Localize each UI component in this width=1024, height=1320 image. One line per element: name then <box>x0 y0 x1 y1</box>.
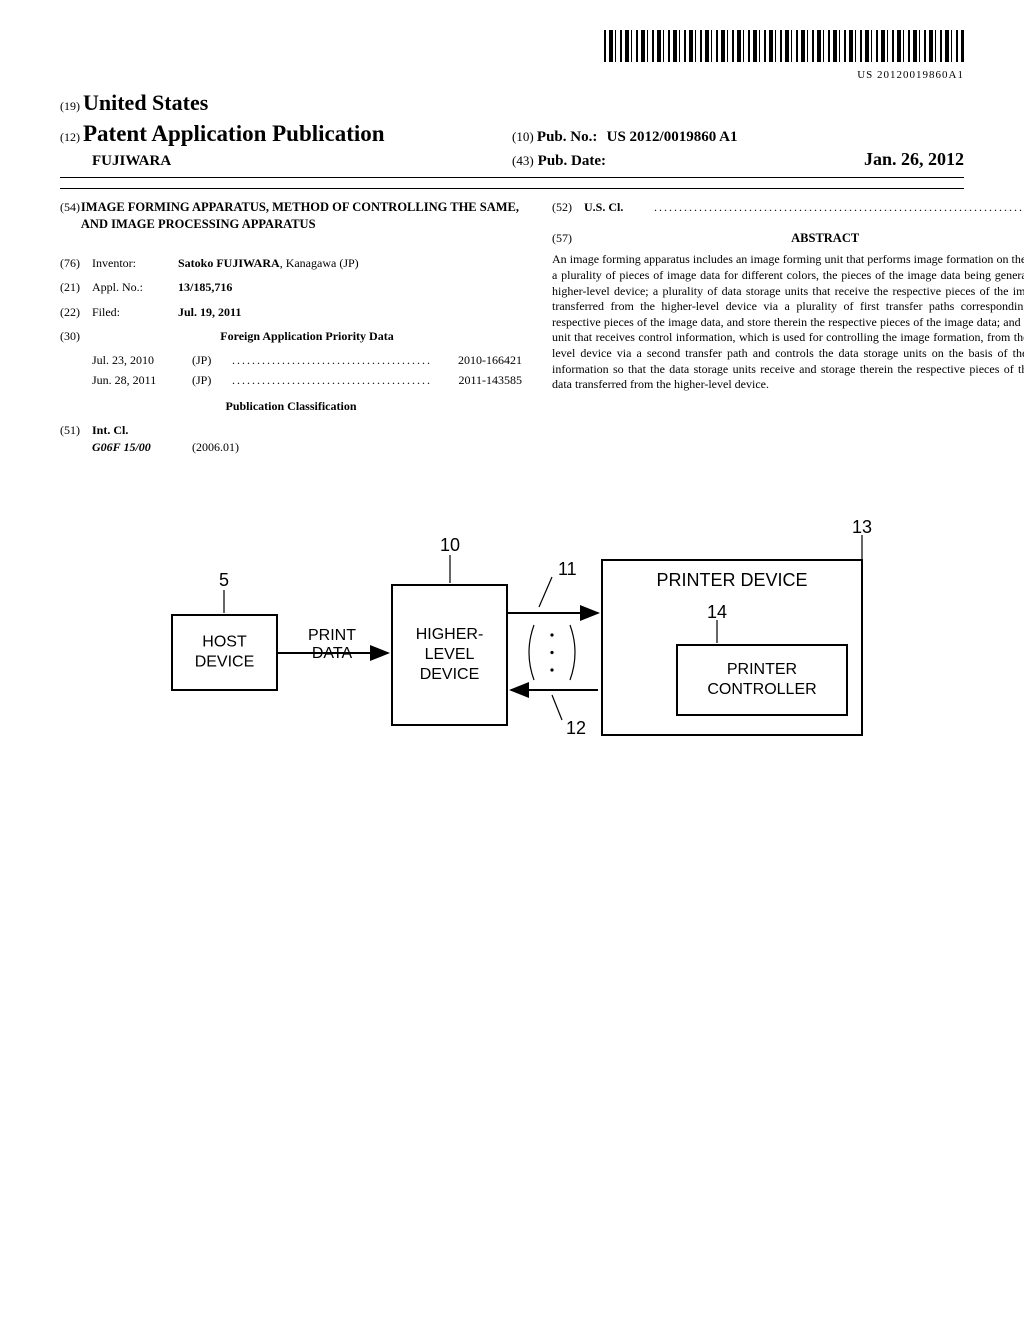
svg-text:PRINTER: PRINTER <box>727 661 797 678</box>
svg-text:DEVICE: DEVICE <box>420 666 480 683</box>
pubno-label: Pub. No.: <box>537 129 597 145</box>
right-column: (52) U.S. Cl. ..........................… <box>552 199 1024 454</box>
svg-text:11: 11 <box>558 559 577 579</box>
priority-country: (JP) <box>192 352 232 368</box>
paren-21: (21) <box>60 279 92 295</box>
svg-text:13: 13 <box>852 517 872 537</box>
barcode-icon <box>604 30 964 62</box>
priority-dots: ........................................ <box>232 372 432 388</box>
intcl-code: G06F 15/00 <box>92 439 192 455</box>
svg-text:14: 14 <box>707 602 727 622</box>
applno-label: Appl. No.: <box>92 279 178 295</box>
svg-text:LEVEL: LEVEL <box>425 646 475 663</box>
paren-43: (43) <box>512 152 534 170</box>
priority-number: 2011-143585 <box>432 372 522 388</box>
invention-title: IMAGE FORMING APPARATUS, METHOD OF CONTR… <box>81 199 522 233</box>
filed-label: Filed: <box>92 304 178 320</box>
priority-row: Jul. 23, 2010(JP).......................… <box>92 352 522 368</box>
svg-text:PRINTER DEVICE: PRINTER DEVICE <box>656 570 807 590</box>
paren-30: (30) <box>60 328 92 344</box>
uscl-label: U.S. Cl. <box>584 199 654 215</box>
svg-text:10: 10 <box>440 535 460 555</box>
foreign-priority-header: Foreign Application Priority Data <box>92 328 522 344</box>
abstract-header: ABSTRACT <box>584 230 1024 247</box>
priority-dots: ........................................ <box>232 352 432 368</box>
intcl-label: Int. Cl. <box>92 422 128 438</box>
paren-54: (54) <box>60 199 81 243</box>
svg-text:12: 12 <box>566 718 586 738</box>
intcl-year: (2006.01) <box>192 439 239 455</box>
publication-type: Patent Application Publication <box>83 121 385 146</box>
applno-value: 13/185,716 <box>178 279 522 295</box>
figure-diagram: HOSTDEVICEPRINTDATAHIGHER-LEVELDEVICEPRI… <box>60 515 964 775</box>
inventor-location: , Kanagawa (JP) <box>280 256 359 270</box>
priority-row: Jun. 28, 2011(JP).......................… <box>92 372 522 388</box>
uscl-dots: ........................................… <box>654 199 1024 215</box>
diagram-svg: HOSTDEVICEPRINTDATAHIGHER-LEVELDEVICEPRI… <box>132 515 892 775</box>
inventor-label: Inventor: <box>92 255 178 271</box>
svg-text:HOST: HOST <box>202 633 247 650</box>
priority-date: Jul. 23, 2010 <box>92 352 192 368</box>
paren-76: (76) <box>60 255 92 271</box>
priority-number: 2010-166421 <box>432 352 522 368</box>
svg-text:HIGHER-: HIGHER- <box>416 626 484 643</box>
bibliographic-columns: (54) IMAGE FORMING APPARATUS, METHOD OF … <box>60 199 964 454</box>
svg-text:PRINT: PRINT <box>308 627 356 644</box>
left-column: (54) IMAGE FORMING APPARATUS, METHOD OF … <box>60 199 522 454</box>
svg-text:CONTROLLER: CONTROLLER <box>707 681 816 698</box>
paren-12: (12) <box>60 130 80 144</box>
pubdate: Jan. 26, 2012 <box>864 147 964 171</box>
foreign-priority-rows: Jul. 23, 2010(JP).......................… <box>92 352 522 388</box>
pub-classification-header: Publication Classification <box>60 398 522 414</box>
pubdate-label: Pub. Date: <box>538 151 606 171</box>
abstract-body: An image forming apparatus includes an i… <box>552 252 1024 392</box>
header-left: (19) United States (12) Patent Applicati… <box>60 88 512 171</box>
country-name: United States <box>83 90 208 115</box>
inventor-name: Satoko FUJIWARA <box>178 256 280 270</box>
author-surname: FUJIWARA <box>60 151 512 171</box>
priority-country: (JP) <box>192 372 232 388</box>
divider-thin <box>60 188 964 189</box>
paren-19: (19) <box>60 99 80 113</box>
paren-22: (22) <box>60 304 92 320</box>
pubno: US 2012/0019860 A1 <box>607 129 738 145</box>
svg-text:DEVICE: DEVICE <box>195 653 255 670</box>
filed-value: Jul. 19, 2011 <box>178 304 522 320</box>
priority-date: Jun. 28, 2011 <box>92 372 192 388</box>
paren-51: (51) <box>60 422 92 438</box>
paren-52: (52) <box>552 199 584 215</box>
paren-10: (10) <box>512 129 534 144</box>
barcode-text: US 20120019860A1 <box>60 68 964 83</box>
svg-text:5: 5 <box>219 570 229 590</box>
barcode-region: US 20120019860A1 <box>60 30 964 82</box>
divider-thick <box>60 177 964 178</box>
header: (19) United States (12) Patent Applicati… <box>60 88 964 171</box>
paren-57: (57) <box>552 230 584 246</box>
header-right: (10) Pub. No.: US 2012/0019860 A1 (43) P… <box>512 127 964 172</box>
